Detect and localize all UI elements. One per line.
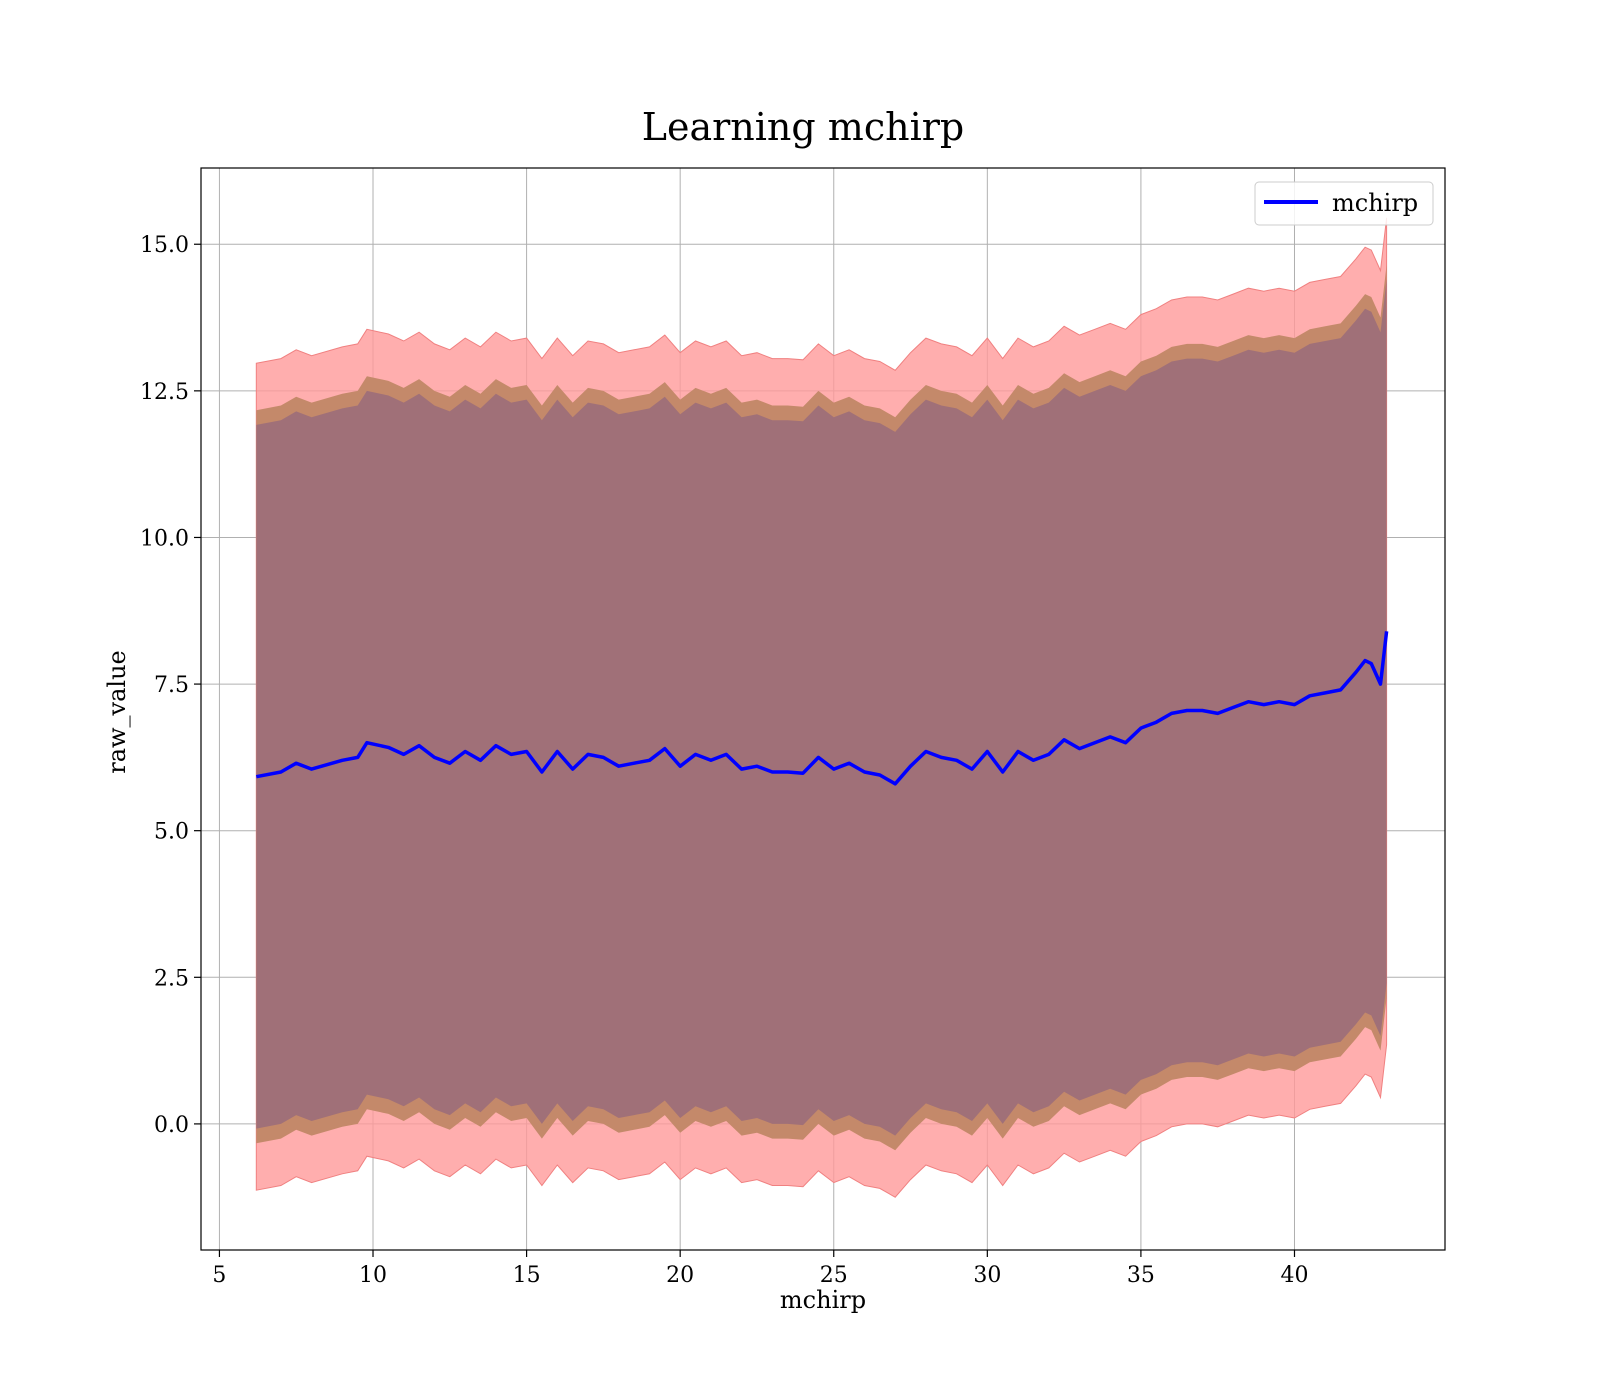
series-line-mchirp xyxy=(255,631,1389,786)
y-tick-label: 15.0 xyxy=(140,233,189,258)
x-tick-label: 10 xyxy=(359,1263,387,1288)
y-axis-label: raw_value xyxy=(103,650,131,774)
x-tick-label: 35 xyxy=(1127,1263,1155,1288)
x-axis-ticks: 5 10 15 20 25 30 35 40 xyxy=(212,1250,1308,1288)
x-tick-label: 15 xyxy=(513,1263,541,1288)
series-lines xyxy=(255,631,1389,786)
x-axis-label: mchirp xyxy=(780,1286,866,1314)
chart-title: Learning mchirp xyxy=(642,105,964,149)
legend: mchirp xyxy=(1254,181,1434,226)
x-tick-label: 30 xyxy=(973,1263,1001,1288)
inner-band xyxy=(256,279,1387,1136)
y-tick-label: 7.5 xyxy=(154,673,189,698)
y-tick-label: 10.0 xyxy=(140,526,189,551)
plot-frame xyxy=(200,167,1446,1251)
y-axis-ticks: 0.0 2.5 5.0 7.5 10.0 12.5 15.0 xyxy=(140,233,201,1138)
x-tick-label: 40 xyxy=(1280,1263,1308,1288)
confidence-bands xyxy=(255,217,1388,1198)
y-tick-label: 0.0 xyxy=(154,1113,189,1138)
x-tick-label: 25 xyxy=(820,1263,848,1288)
y-tick-label: 12.5 xyxy=(140,380,189,405)
legend-label-mchirp: mchirp xyxy=(1332,189,1418,217)
y-tick-label: 5.0 xyxy=(154,820,189,845)
x-tick-label: 20 xyxy=(666,1263,694,1288)
legend-box xyxy=(1254,181,1434,226)
y-tick-label: 2.5 xyxy=(154,966,189,991)
x-tick-label: 5 xyxy=(212,1263,226,1288)
